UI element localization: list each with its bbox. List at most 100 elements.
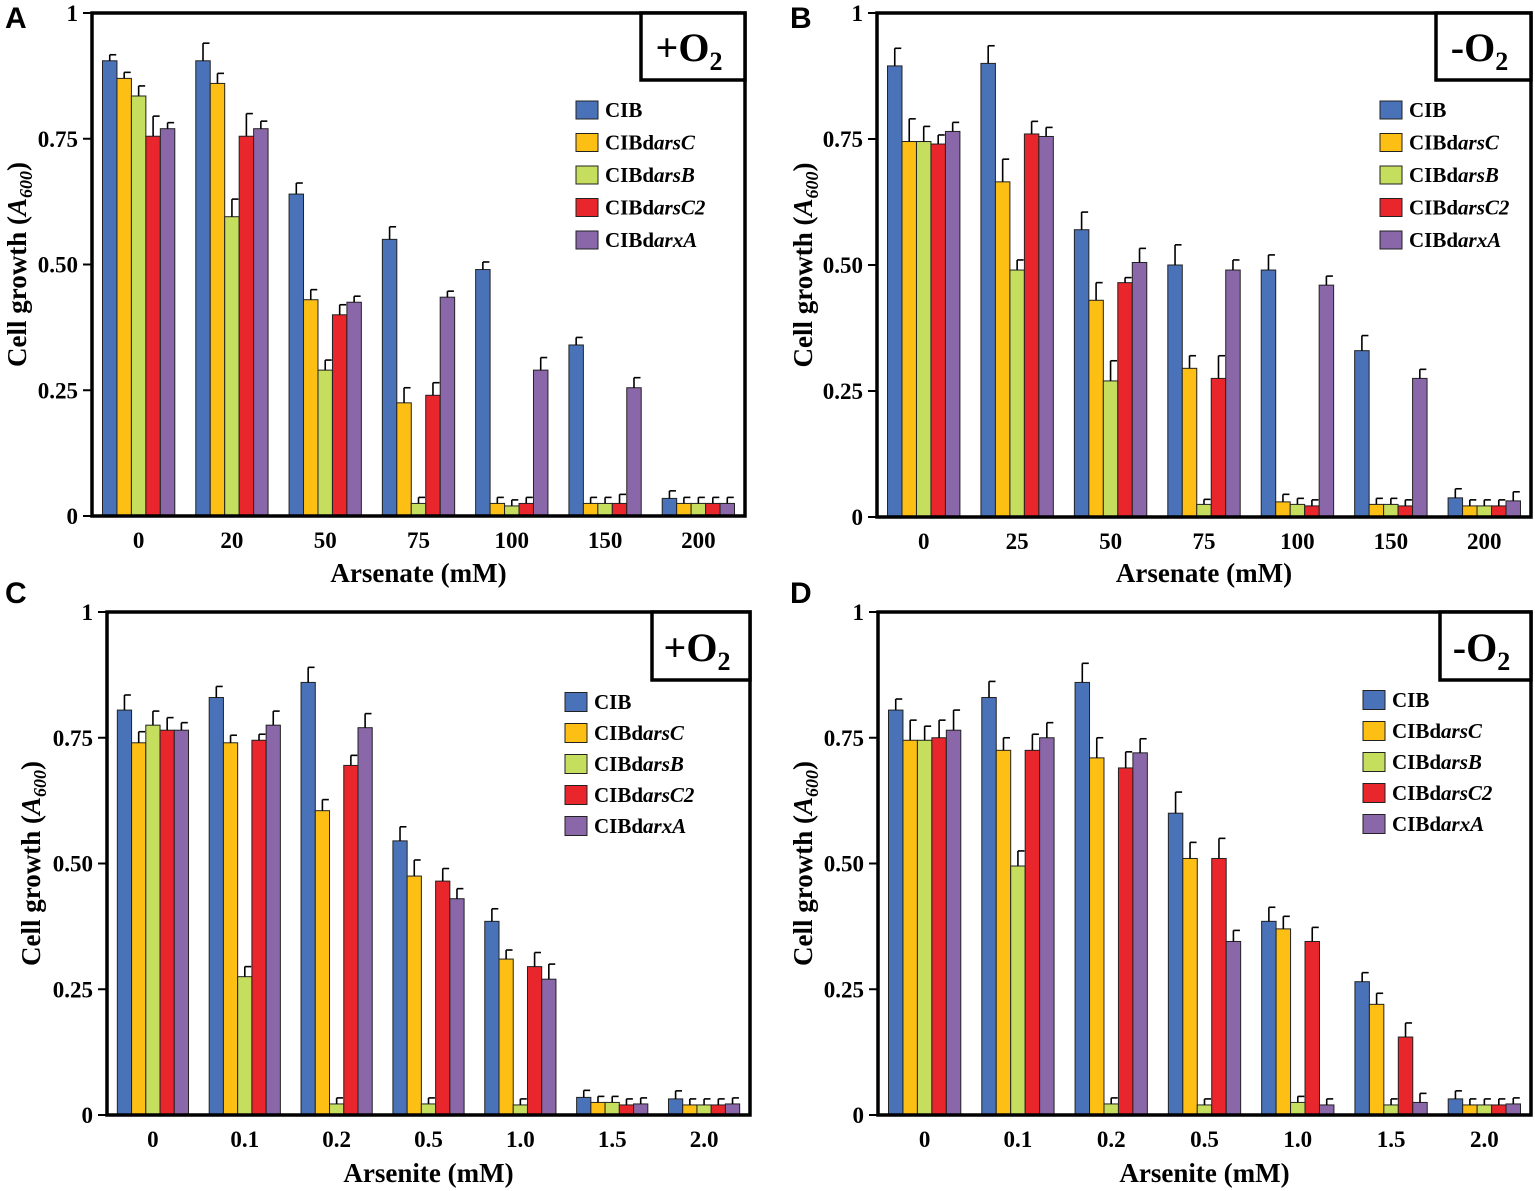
y-axis-title: Cell growth (A600) — [788, 163, 822, 368]
panel-c: C 0 0.1 0.2 0.5 1.0 1.5 2.0 0 0.25 0.50 0.75 1 +O2 CIB… — [5, 577, 752, 1188]
legend-item: CIBdarsC — [1362, 719, 1483, 743]
x-tick-label: 0.1 — [1004, 1127, 1033, 1152]
legend-swatch — [1362, 690, 1386, 710]
bar-0.2-CIBdarsC2 — [343, 764, 359, 1116]
bar-75-CIB — [381, 238, 398, 517]
bar-200-CIBdarxA — [1505, 500, 1521, 518]
bar-0-CIBdarsB — [130, 95, 147, 517]
bar-0.5-CIBdarxA — [1225, 940, 1242, 1116]
x-tick-label: 20 — [220, 528, 243, 553]
panel-b: B0 25 50 75 100 150 20000.250.500.751-O2CIBCIB… — [788, 1, 1533, 588]
legend-item: CIB — [1362, 688, 1429, 712]
bar-100-CIBdarsC — [1275, 501, 1291, 518]
bar-100-CIBdarsC2 — [518, 502, 534, 517]
y-tick-label: 0.25 — [38, 378, 78, 403]
condition-label: +O2 — [656, 25, 723, 76]
x-tick-label: 2.0 — [1470, 1127, 1499, 1152]
bar-100-CIBdarxA — [532, 369, 549, 517]
legend-item: CIBdarsB — [564, 752, 684, 776]
bar-150-CIBdarsC — [582, 502, 599, 517]
condition-box: +O2 — [650, 610, 752, 682]
bar-25-CIBdarxA — [1038, 135, 1054, 518]
y-tick-label: 1 — [82, 600, 94, 625]
bar-0.1-CIBdarsB — [1010, 865, 1026, 1116]
legend-swatch — [1362, 814, 1386, 834]
legend-item: CIBdarsC2 — [1362, 781, 1493, 805]
condition-box-frame — [1434, 11, 1533, 82]
x-axis-title: Arsenite (mM) — [343, 1158, 513, 1188]
legend-label: CIBdarsB — [605, 163, 695, 187]
legend-label: CIB — [1392, 688, 1429, 712]
bar-100-CIB — [475, 269, 491, 517]
bar-1.5-CIBdarsC2 — [1397, 1036, 1414, 1116]
legend-swatch — [1379, 133, 1403, 152]
bar-0-CIB — [116, 709, 133, 1116]
condition-box-frame — [1438, 610, 1533, 682]
bar-1.0-CIBdarsC — [1275, 928, 1292, 1116]
y-tick-label: 0.50 — [53, 852, 93, 877]
bar-20-CIBdarsC2 — [238, 135, 255, 517]
y-tick-label: 0.50 — [823, 253, 863, 278]
bar-1.5-CIBdarsC — [590, 1101, 606, 1116]
x-tick-label: 50 — [1099, 529, 1122, 554]
bar-25-CIBdarsC — [994, 181, 1011, 518]
legend-label: CIBdarsC — [605, 131, 696, 155]
bar-150-CIB — [1354, 350, 1370, 518]
legend-item: CIBdarsC2 — [575, 196, 706, 220]
x-tick-label: 50 — [314, 528, 337, 553]
bar-0.1-CIB — [981, 697, 997, 1116]
x-tick-label: 1.0 — [1283, 1127, 1312, 1152]
bar-0.5-CIB — [392, 840, 408, 1116]
legend-swatch — [1379, 165, 1403, 185]
bar-50-CIB — [288, 193, 305, 517]
bar-0.2-CIBdarsC — [1089, 757, 1105, 1116]
bar-20-CIBdarsB — [224, 216, 240, 517]
x-tick-label: 0.5 — [414, 1127, 443, 1152]
bar-150-CIBdarsB — [597, 502, 613, 517]
x-tick-label: 0 — [133, 528, 145, 553]
y-tick-label: 1 — [67, 1, 79, 26]
bar-1.5-CIBdarsB — [604, 1101, 620, 1116]
legend-item: CIBdarsC — [564, 721, 685, 745]
condition-box: +O2 — [639, 11, 747, 82]
bar-0.2-CIBdarsC2 — [1117, 767, 1134, 1116]
legend-swatch — [1379, 100, 1403, 120]
panel-letter: A — [5, 2, 27, 35]
legend: CIB CIBdarsC CIBdarsB CIBdarsC2 CIBdarxA — [1379, 98, 1510, 252]
x-tick-label: 0.1 — [230, 1127, 259, 1152]
legend-swatch — [575, 230, 599, 250]
y-tick-label: 0.50 — [824, 852, 864, 877]
bar-0-CIBdarsB — [145, 724, 161, 1116]
bar-150-CIB — [568, 344, 584, 517]
bar-0-CIB — [887, 709, 904, 1116]
bar-0.5-CIBdarxA — [449, 898, 465, 1116]
bar-1.0-CIBdarxA — [541, 978, 557, 1116]
legend-swatch — [1379, 230, 1403, 250]
y-tick-label: 1 — [852, 1, 864, 26]
legend-swatch — [564, 723, 588, 743]
legend-item: CIBdarxA — [1379, 228, 1501, 252]
legend-label: CIBdarsB — [1409, 163, 1499, 187]
legend-item: CIBdarsB — [575, 163, 695, 187]
y-tick-label: 0.25 — [53, 977, 93, 1002]
legend-item: CIBdarsB — [1379, 163, 1499, 187]
bar-0-CIBdarsC — [901, 141, 917, 518]
bar-50-CIBdarxA — [1131, 261, 1148, 518]
legend-item: CIBdarxA — [1362, 812, 1484, 836]
condition-box-frame — [639, 11, 747, 82]
plot-frame — [876, 610, 1533, 1117]
bar-0.1-CIBdarsC — [222, 742, 239, 1116]
legend: CIB CIBdarsC CIBdarsB CIBdarsC2 CIBdarxA — [1362, 688, 1493, 836]
bar-0.1-CIBdarsC2 — [251, 739, 267, 1116]
bar-1.5-CIB — [1354, 981, 1370, 1116]
bar-0-CIBdarxA — [159, 128, 176, 517]
bar-1.0-CIBdarsB — [1290, 1101, 1306, 1116]
bar-75-CIBdarxA — [1225, 269, 1241, 518]
legend-item: CIB — [564, 690, 631, 714]
bar-1.0-CIB — [484, 920, 500, 1116]
bar-200-CIB — [661, 497, 678, 517]
bar-0.2-CIBdarsC — [314, 810, 331, 1116]
bar-0.5-CIBdarsC — [406, 875, 422, 1116]
legend-label: CIBdarsB — [1392, 750, 1482, 774]
bar-2.0-CIB — [667, 1098, 684, 1116]
